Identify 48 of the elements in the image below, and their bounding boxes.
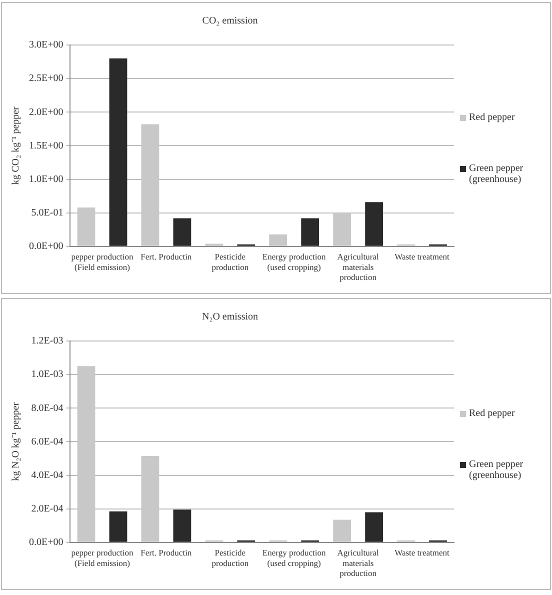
y-tick-label: 6.0E-04	[31, 436, 64, 448]
x-tick-label: Pesticide production	[212, 252, 250, 272]
x-tick-label: Energy production (used cropping)	[262, 548, 327, 568]
y-tick-label: 3.0E+00	[29, 40, 64, 51]
bar	[333, 520, 352, 542]
x-tick-label: Fert. Productin	[140, 548, 192, 558]
bar	[173, 510, 192, 542]
bar	[141, 124, 160, 246]
y-tick-label: 1.2E-03	[31, 336, 64, 347]
y-tick-label: 4.0E-04	[31, 470, 64, 481]
legend-label: Red pepper	[469, 408, 515, 418]
y-tick-label: 2.5E+00	[29, 73, 64, 84]
bar	[173, 218, 192, 246]
bar	[109, 58, 128, 246]
bar	[365, 512, 384, 542]
y-tick-label: 1.0E-03	[31, 369, 64, 380]
x-tick-label: pepper production (Field emission)	[71, 252, 134, 272]
legend-label: Red pepper	[469, 112, 515, 122]
x-tick-label: Waste treatment	[394, 548, 450, 558]
y-tick-label: 2.0E-04	[31, 503, 64, 514]
chart-title: CO₂ emission	[202, 16, 258, 27]
bar	[77, 366, 96, 542]
y-tick-label: 1.0E+00	[29, 174, 64, 185]
x-tick-label: Pesticide production	[212, 548, 250, 568]
y-tick-label: 2.0E+00	[29, 106, 64, 118]
x-tick-label: Agricultural materials production	[337, 252, 380, 282]
bar	[77, 207, 96, 246]
y-axis-title: kg CO₂ kg⁻¹ pepper	[10, 106, 22, 185]
y-axis-title: kg N₂O kg⁻¹ pepper	[10, 402, 22, 482]
y-tick-label: 8.0E-04	[31, 402, 64, 414]
bar	[109, 511, 128, 542]
x-tick-label: Waste treatment	[394, 252, 450, 262]
bar	[141, 456, 160, 542]
x-tick-label: pepper production (Field emission)	[71, 548, 134, 568]
bar	[333, 212, 352, 246]
legend-label: Green pepper (greenhouse)	[469, 162, 524, 184]
bar	[365, 202, 384, 246]
y-tick-label: 0.0E+00	[29, 241, 64, 252]
chart-title: N₂O emission	[202, 312, 258, 323]
y-tick-label: 0.0E+00	[29, 537, 64, 548]
x-tick-label: Fert. Productin	[140, 252, 192, 262]
legend-label: Green pepper (greenhouse)	[469, 458, 524, 480]
bar	[301, 218, 320, 246]
bar	[269, 234, 288, 246]
x-tick-label: Agricultural materials production	[337, 548, 380, 578]
x-tick-label: Energy production (used cropping)	[262, 252, 327, 272]
y-tick-label: 1.5E+00	[29, 140, 64, 152]
y-tick-label: 5.0E-01	[31, 207, 64, 218]
